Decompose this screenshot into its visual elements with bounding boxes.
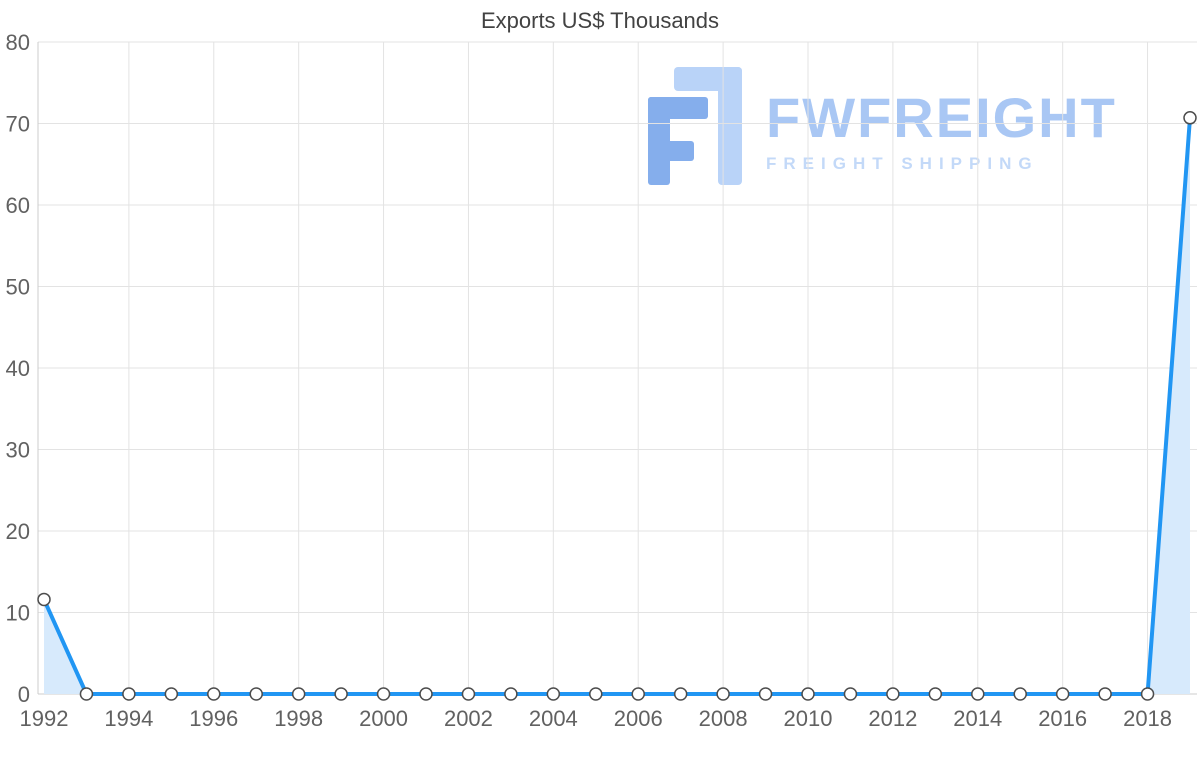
data-point-marker[interactable] bbox=[1055, 687, 1070, 701]
line-series bbox=[42, 115, 1192, 696]
area-fill bbox=[44, 117, 1190, 695]
x-axis-tick-label: 2006 bbox=[614, 706, 663, 731]
data-point-marker[interactable] bbox=[504, 687, 518, 701]
y-axis-tick-label: 50 bbox=[6, 275, 30, 300]
x-axis-tick-label: 2018 bbox=[1123, 706, 1172, 731]
y-axis-tick-label: 60 bbox=[6, 193, 30, 218]
x-axis-tick-label: 2014 bbox=[953, 706, 1002, 731]
data-point-marker[interactable] bbox=[1183, 111, 1197, 125]
data-point-marker[interactable] bbox=[122, 687, 136, 701]
data-point-marker[interactable] bbox=[207, 687, 221, 701]
x-axis-tick-label: 2008 bbox=[699, 706, 748, 731]
data-point-marker[interactable] bbox=[843, 687, 858, 701]
data-point-marker[interactable] bbox=[164, 687, 179, 701]
data-point-marker[interactable] bbox=[716, 687, 730, 701]
chart-title: Exports US$ Thousands bbox=[480, 8, 720, 33]
data-point-marker[interactable] bbox=[291, 687, 306, 701]
data-point-marker[interactable] bbox=[886, 687, 900, 701]
data-point-marker[interactable] bbox=[758, 687, 773, 701]
y-axis-tick-label: 70 bbox=[6, 112, 30, 137]
y-axis-tick-label: 0 bbox=[18, 682, 30, 707]
data-point-marker[interactable] bbox=[376, 687, 391, 701]
x-axis-tick-label: 2010 bbox=[784, 706, 833, 731]
data-point-marker[interactable] bbox=[249, 687, 263, 701]
x-axis-tick-label: 2012 bbox=[868, 706, 917, 731]
data-point-marker[interactable] bbox=[971, 687, 985, 701]
data-point-marker[interactable] bbox=[79, 687, 94, 701]
x-axis-tick-label: 2016 bbox=[1038, 706, 1087, 731]
data-point-marker[interactable] bbox=[673, 687, 688, 701]
x-axis-tick-label: 2002 bbox=[444, 706, 493, 731]
x-axis-tick-label: 1992 bbox=[20, 706, 69, 731]
data-point-marker[interactable] bbox=[419, 687, 433, 701]
data-point-marker[interactable] bbox=[631, 687, 645, 701]
y-axis-tick-label: 30 bbox=[6, 438, 30, 463]
data-point-marker[interactable] bbox=[461, 687, 476, 701]
y-axis-tick-label: 80 bbox=[6, 30, 30, 55]
x-axis-tick-label: 1996 bbox=[189, 706, 238, 731]
data-point-marker[interactable] bbox=[37, 592, 51, 607]
x-axis-tick-label: 1998 bbox=[274, 706, 323, 731]
data-point-marker[interactable] bbox=[1013, 687, 1027, 701]
y-axis-tick-label: 20 bbox=[6, 519, 30, 544]
data-point-marker[interactable] bbox=[546, 687, 561, 701]
data-point-marker[interactable] bbox=[589, 687, 603, 701]
data-point-marker[interactable] bbox=[1098, 687, 1112, 701]
data-point-marker[interactable] bbox=[1140, 687, 1155, 701]
data-point-marker[interactable] bbox=[928, 687, 943, 701]
x-axis-tick-label: 2000 bbox=[359, 706, 408, 731]
y-axis-tick-label: 10 bbox=[6, 601, 30, 626]
data-point-marker[interactable] bbox=[801, 687, 815, 701]
x-axis-tick-label: 2004 bbox=[529, 706, 578, 731]
y-axis-tick-label: 40 bbox=[6, 356, 30, 381]
x-axis-tick-label: 1994 bbox=[104, 706, 153, 731]
data-point-marker[interactable] bbox=[334, 687, 348, 701]
